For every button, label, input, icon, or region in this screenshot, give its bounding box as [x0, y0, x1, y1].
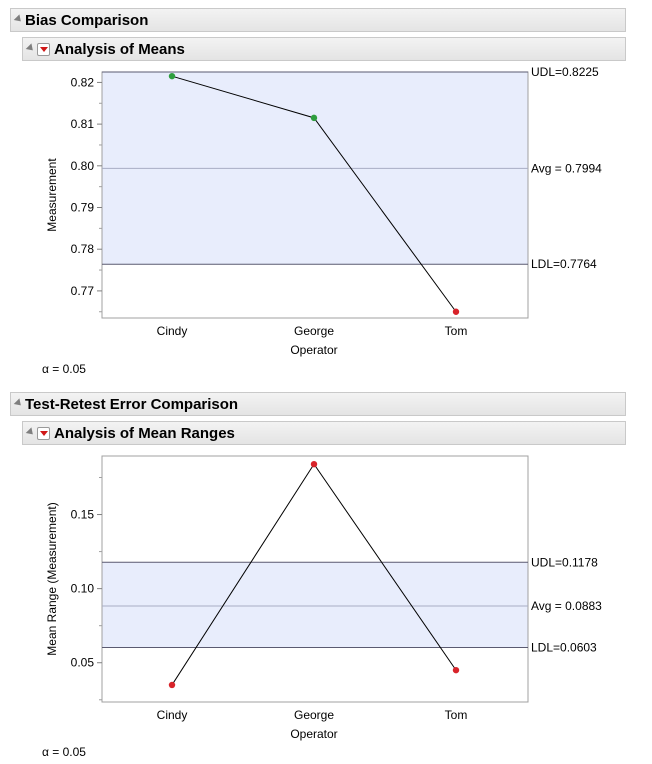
ldl-label: LDL=0.7764 [531, 257, 597, 271]
y-tick-label: 0.77 [71, 284, 95, 298]
analysis-of-means-header[interactable]: Analysis of Means [22, 37, 626, 61]
udl-label: UDL=0.1178 [531, 555, 598, 569]
decision-band [102, 562, 528, 648]
data-point-tom [452, 666, 460, 674]
disclosure-triangle-icon[interactable] [13, 14, 24, 25]
data-point-cindy [168, 681, 176, 689]
x-tick-label: George [294, 324, 334, 338]
y-tick-label: 0.80 [71, 159, 95, 173]
y-tick-label: 0.81 [71, 117, 95, 131]
data-point-george [310, 460, 318, 468]
analysis-of-means-title: Analysis of Means [54, 40, 185, 58]
alpha-label: α = 0.05 [42, 362, 86, 376]
y-axis-label: Measurement [45, 158, 59, 232]
y-tick-label: 0.05 [71, 656, 95, 670]
avg-label: Avg = 0.7994 [531, 161, 602, 175]
y-tick-label: 0.82 [71, 75, 95, 89]
y-tick-label: 0.79 [71, 201, 95, 215]
data-point-cindy [168, 72, 176, 80]
analysis-of-mean-ranges-chart: UDL=0.1178 Avg = 0.0883 LDL=0.0603 0.05 0.10… [45, 455, 602, 741]
bias-comparison-header[interactable]: Bias Comparison [10, 8, 626, 32]
analysis-of-mean-ranges-header[interactable]: Analysis of Mean Ranges [22, 421, 626, 445]
x-axis-label: Operator [290, 727, 337, 741]
disclosure-triangle-icon[interactable] [25, 43, 36, 54]
red-triangle-menu-icon[interactable] [37, 42, 50, 56]
test-retest-header[interactable]: Test-Retest Error Comparison [10, 392, 626, 416]
data-point-tom [452, 308, 460, 315]
x-tick-label: George [294, 708, 334, 722]
x-tick-label: Tom [445, 324, 468, 338]
bias-comparison-title: Bias Comparison [25, 11, 149, 29]
x-tick-label: Tom [445, 708, 468, 722]
udl-label: UDL=0.8225 [531, 65, 599, 79]
red-triangle-menu-icon[interactable] [37, 426, 50, 440]
plot-frame [101, 455, 529, 703]
y-tick-label: 0.10 [71, 582, 95, 596]
x-axis-label: Operator [290, 343, 337, 357]
ldl-label: LDL=0.0603 [531, 640, 597, 654]
x-tick-label: Cindy [157, 324, 188, 338]
data-point-george [310, 114, 318, 122]
y-tick-label: 0.78 [71, 242, 95, 256]
analysis-of-means-chart: UDL=0.8225 Avg = 0.7994 LDL=0.7764 0.77 0.78… [45, 65, 602, 357]
x-tick-label: Cindy [157, 708, 188, 722]
test-retest-title: Test-Retest Error Comparison [25, 395, 239, 413]
analysis-of-mean-ranges-title: Analysis of Mean Ranges [54, 424, 235, 442]
disclosure-triangle-icon[interactable] [13, 398, 24, 409]
y-axis-label: Mean Range (Measurement) [45, 502, 59, 655]
y-tick-label: 0.15 [71, 508, 95, 522]
disclosure-triangle-icon[interactable] [25, 427, 36, 438]
alpha-label: α = 0.05 [42, 745, 86, 759]
avg-label: Avg = 0.0883 [531, 599, 602, 613]
